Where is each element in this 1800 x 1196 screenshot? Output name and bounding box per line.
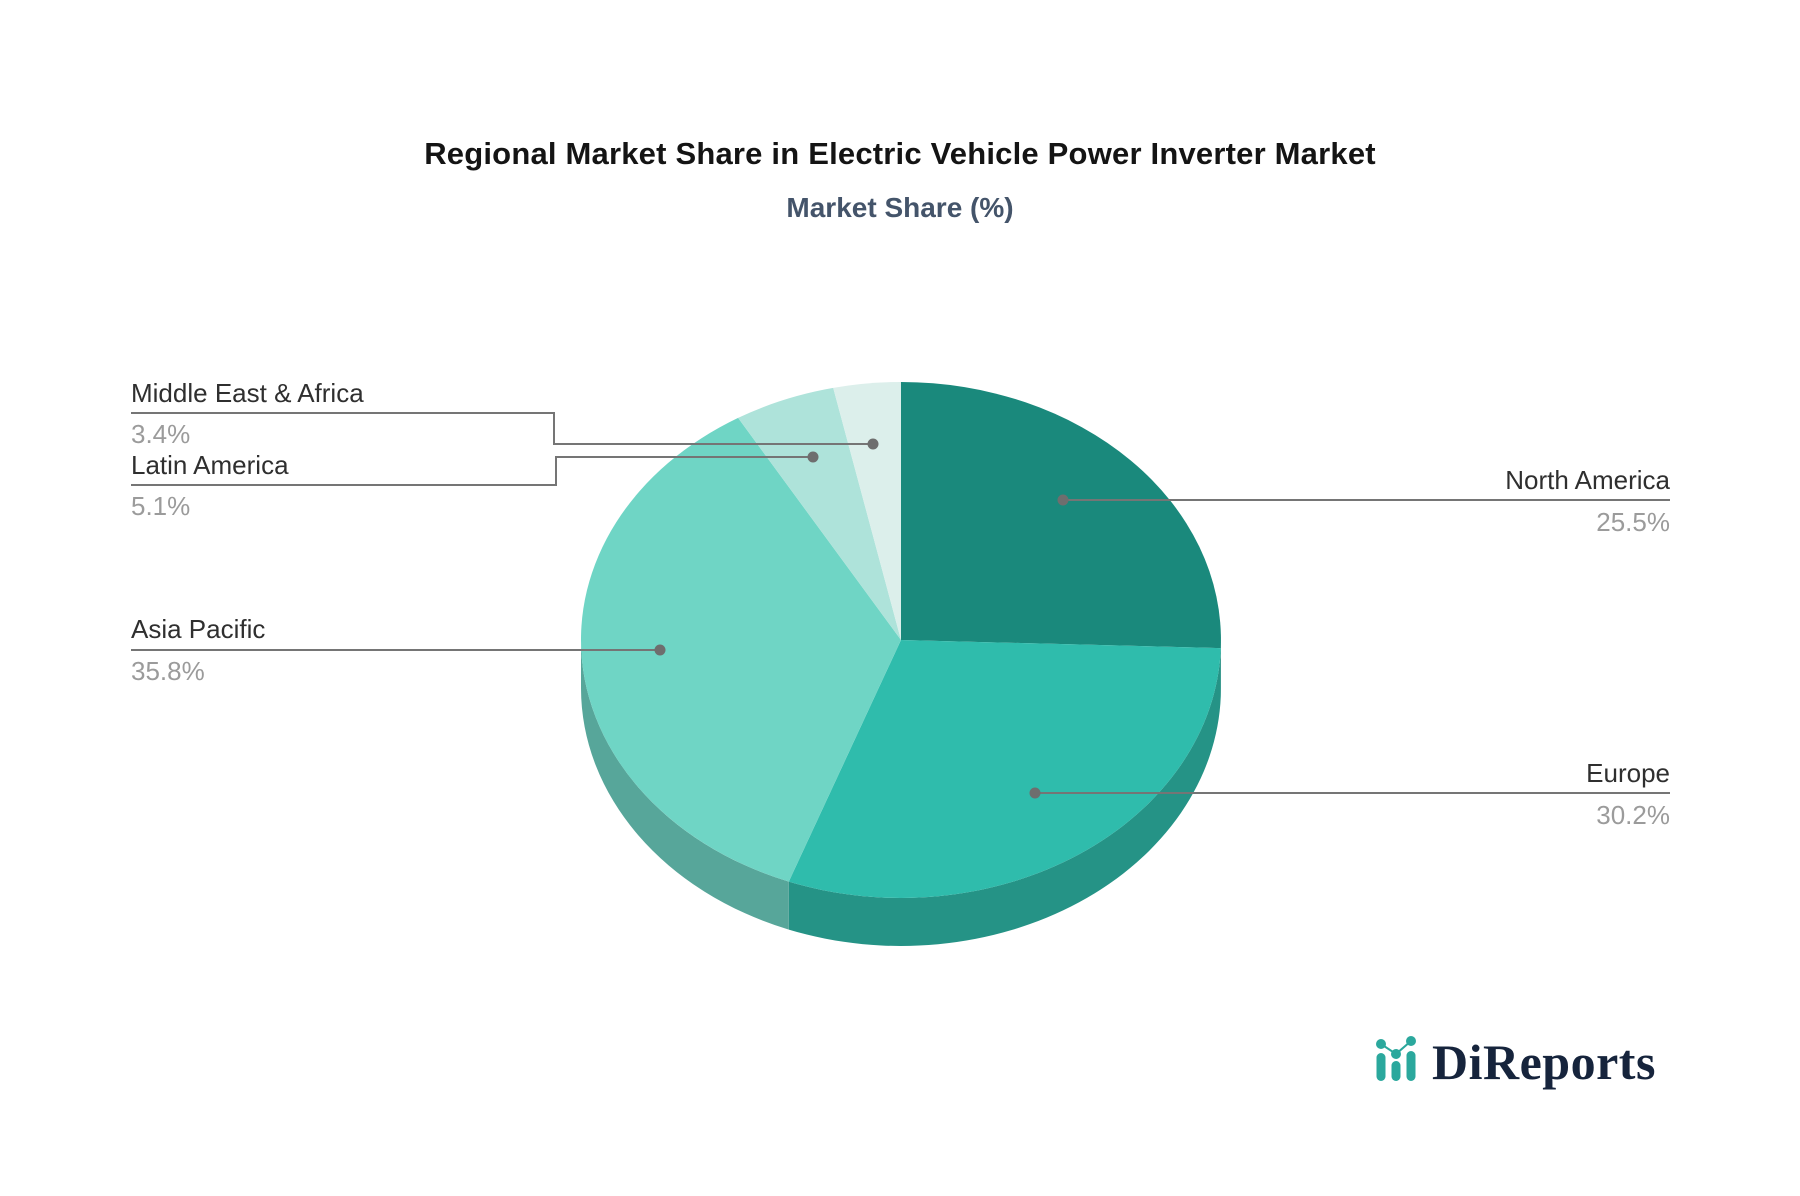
leader-dot-north-america xyxy=(1057,494,1069,506)
slice-middle-east-africa xyxy=(833,382,901,640)
label-north-america: North America xyxy=(1505,465,1670,495)
label-latin-america: Latin America xyxy=(131,450,289,480)
label-asia-pacific: Asia Pacific xyxy=(131,614,266,644)
slice-north-america xyxy=(901,382,1221,649)
slice-wall-asia-pacific xyxy=(581,640,789,930)
direports-logo-icon xyxy=(1376,1036,1416,1081)
slice-latin-america xyxy=(738,387,901,640)
chart-title: Regional Market Share in Electric Vehicl… xyxy=(424,136,1376,171)
direports-logo-text: DiReports xyxy=(1432,1034,1656,1090)
value-north-america: 25.5% xyxy=(1596,507,1670,537)
label-europe: Europe xyxy=(1586,758,1670,788)
value-asia-pacific: 35.8% xyxy=(131,656,205,686)
leader-dot-middle-east-africa xyxy=(867,438,879,450)
value-europe: 30.2% xyxy=(1596,800,1670,830)
slice-asia-pacific xyxy=(580,417,901,882)
value-middle-east-africa: 3.4% xyxy=(131,419,191,449)
leader-line-middle-east-africa xyxy=(131,412,873,445)
leader-dot-latin-america xyxy=(807,451,819,463)
leader-dot-europe xyxy=(1029,787,1041,799)
slice-europe xyxy=(788,640,1221,898)
chart-subtitle: Market Share (%) xyxy=(786,192,1014,223)
leader-line-latin-america xyxy=(131,456,813,486)
label-middle-east-africa: Middle East & Africa xyxy=(131,378,364,408)
leader-dot-asia-pacific xyxy=(654,644,666,656)
slice-wall-europe xyxy=(788,648,1221,946)
value-latin-america: 5.1% xyxy=(131,491,191,521)
direports-logo: DiReports xyxy=(1372,1034,1656,1090)
